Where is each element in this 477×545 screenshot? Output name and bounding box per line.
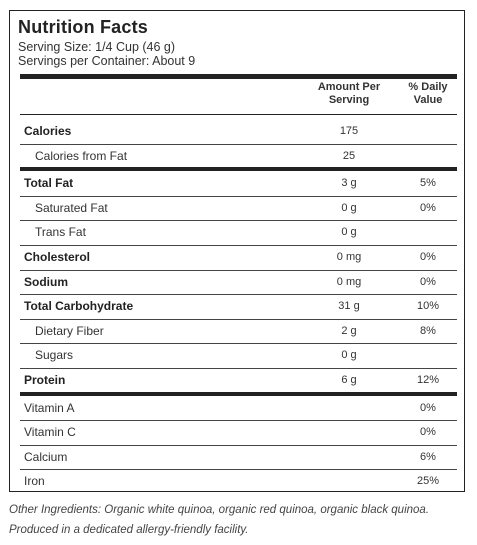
nutrition-facts-label: Nutrition Facts Serving Size: 1/4 Cup (4… <box>9 10 465 492</box>
nutrient-row: Protein 6 g 12% <box>20 368 457 392</box>
nutrient-daily-value: 5% <box>420 177 436 190</box>
header-daily-value: % Daily Value <box>408 81 448 106</box>
nutrient-row: Trans Fat 0 g <box>20 220 457 244</box>
header-rule <box>20 114 457 115</box>
nutrient-name: Trans Fat <box>35 225 86 240</box>
nutrient-amount: 6 g <box>341 374 357 386</box>
nutrient-row: Saturated Fat 0 g 0% <box>20 196 457 220</box>
servings-per-container: Servings per Container: About 9 <box>18 54 196 68</box>
nutrient-daily-value: 10% <box>416 300 440 313</box>
row-divider <box>20 195 457 197</box>
nutrient-daily-value: 12% <box>416 374 440 386</box>
nutrient-amount: 25 <box>342 149 356 162</box>
nutrient-daily-value: 0% <box>420 201 436 214</box>
nutrient-daily-value: 0% <box>420 426 436 439</box>
nutrient-daily-value: 0% <box>420 251 436 263</box>
row-divider <box>20 220 457 222</box>
section-thick-rule <box>20 167 457 172</box>
nutrient-name: Calcium <box>24 449 68 464</box>
nutrient-row: Calories from Fat 25 <box>20 144 457 168</box>
nutrient-name: Sodium <box>24 274 68 289</box>
nutrient-name: Sugars <box>35 348 74 363</box>
other-ingredients: Other Ingredients: Organic white quinoa,… <box>9 504 430 516</box>
nutrient-name: Total Carbohydrate <box>24 299 134 314</box>
section-thick-rule <box>20 391 457 396</box>
nutrient-row: Total Fat 3 g 5% <box>20 171 457 195</box>
row-divider <box>20 269 457 271</box>
nutrient-amount: 175 <box>339 125 359 137</box>
nutrient-amount: 3 g <box>341 177 357 190</box>
nutrient-row: Iron 25% <box>20 469 457 493</box>
row-divider <box>20 294 457 296</box>
row-divider <box>20 143 457 145</box>
nutrient-name: Vitamin A <box>24 400 75 415</box>
nutrient-amount: 31 g <box>338 300 360 313</box>
nutrient-amount: 0 g <box>341 226 357 239</box>
nutrient-amount: 0 mg <box>336 251 362 263</box>
nutrient-daily-value: 6% <box>420 450 436 463</box>
nutrient-name: Protein <box>24 373 66 387</box>
header-amount-per-serving: Amount Per Serving <box>317 81 381 106</box>
nutrient-amount: 0 g <box>341 349 357 362</box>
nutrient-amount: 2 g <box>341 324 357 337</box>
row-divider <box>20 420 457 422</box>
nutrient-amount: 0 g <box>341 201 357 214</box>
nutrient-row: Cholesterol 0 mg 0% <box>20 245 457 269</box>
row-divider <box>20 245 457 246</box>
row-divider <box>20 444 457 446</box>
nutrient-daily-value: 0% <box>420 275 436 288</box>
nutrient-row: Dietary Fiber 2 g 8% <box>20 319 457 343</box>
nutrient-amount: 0 mg <box>336 275 362 288</box>
nutrient-row: Vitamin A 0% <box>20 396 457 420</box>
top-thick-rule <box>20 74 457 79</box>
nutrient-name: Calories <box>24 124 72 138</box>
nutrient-name: Vitamin C <box>24 425 76 440</box>
nutrient-name: Dietary Fiber <box>35 323 104 338</box>
row-divider <box>20 318 457 320</box>
nutrient-daily-value: 0% <box>420 401 436 414</box>
row-divider <box>20 368 457 369</box>
row-divider <box>20 469 457 471</box>
label-title: Nutrition Facts <box>18 17 149 37</box>
nutrient-row: Vitamin C 0% <box>20 420 457 444</box>
nutrient-row: Calories 175 <box>20 119 457 143</box>
nutrient-row: Sodium 0 mg 0% <box>20 270 457 294</box>
facility-note: Produced in a dedicated allergy-friendly… <box>9 524 249 536</box>
row-divider <box>20 343 457 345</box>
nutrient-name: Total Fat <box>24 176 74 191</box>
nutrient-name: Iron <box>24 474 45 489</box>
nutrient-daily-value: 25% <box>416 475 440 488</box>
nutrient-row: Sugars 0 g <box>20 343 457 367</box>
nutrient-name: Calories from Fat <box>35 148 128 163</box>
nutrient-daily-value: 8% <box>420 324 436 337</box>
nutrient-name: Cholesterol <box>24 250 91 264</box>
nutrient-name: Saturated Fat <box>35 200 108 215</box>
nutrient-row: Calcium 6% <box>20 445 457 469</box>
serving-size: Serving Size: 1/4 Cup (46 g) <box>18 40 176 54</box>
nutrient-row: Total Carbohydrate 31 g 10% <box>20 294 457 318</box>
